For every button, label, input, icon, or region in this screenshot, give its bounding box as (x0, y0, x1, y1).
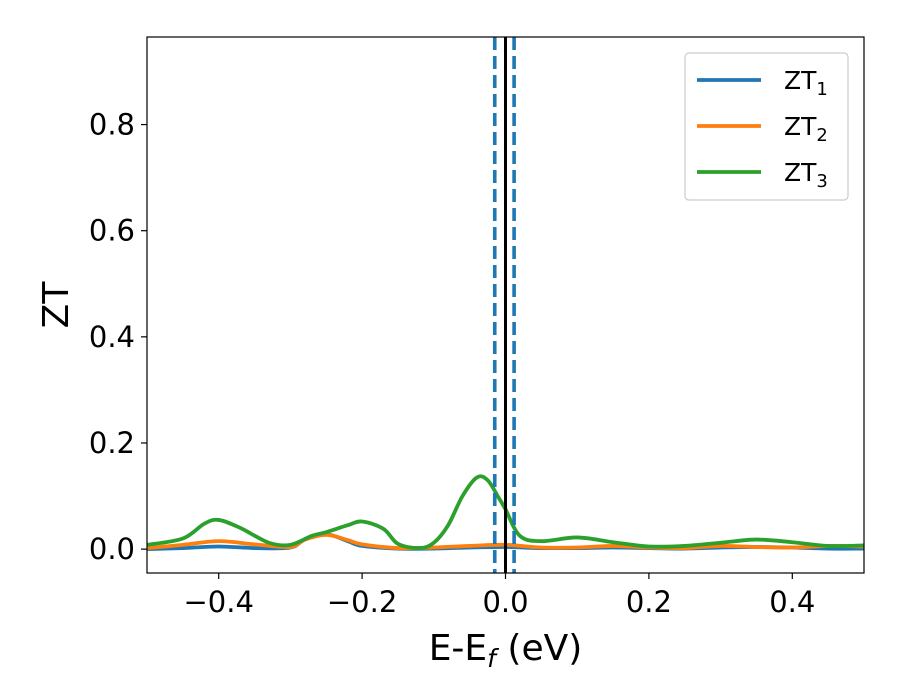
x-axis-label: E-Ef (eV) (429, 628, 583, 673)
y-tick-label: 0.6 (89, 214, 135, 248)
y-tick-label: 0.2 (89, 426, 135, 460)
x-tick-label: 0.4 (769, 585, 815, 619)
legend-label-1: ZT1 (784, 66, 828, 100)
legend-label-2: ZT2 (784, 112, 828, 146)
y-tick-label: 0.8 (89, 108, 135, 142)
series-line-3 (147, 474, 864, 550)
axes: −0.4 −0.2 0.0 0.2 0.4 0.0 0.2 0.4 0.6 0.8 E-Ef (eV… (36, 36, 865, 673)
x-tick-label: −0.4 (183, 585, 253, 619)
y-tick-label: 0.0 (89, 532, 135, 566)
legend-box (684, 52, 849, 201)
x-tick-label: 0.2 (626, 585, 672, 619)
y-tick-label: 0.4 (89, 320, 135, 354)
legend: ZT1 ZT2 ZT3 (684, 52, 849, 201)
plot-area (147, 37, 864, 573)
x-tick-label: 0.0 (482, 585, 528, 619)
legend-label-3: ZT3 (784, 158, 828, 192)
x-tick-label: −0.2 (327, 585, 397, 619)
y-axis-label: ZT (36, 281, 77, 329)
plot-inner (147, 37, 864, 573)
